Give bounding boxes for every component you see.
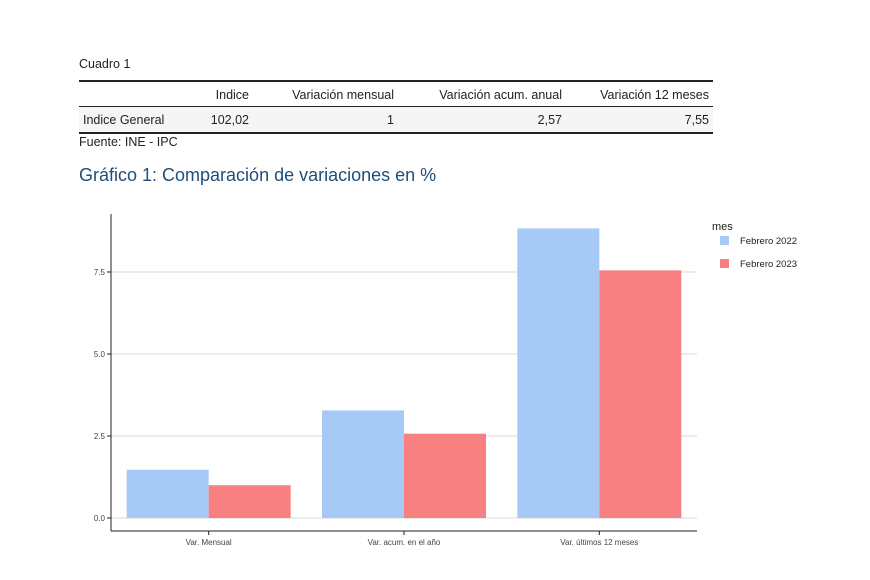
bar-febrero-2023 — [208, 485, 291, 518]
legend-swatch — [720, 259, 729, 268]
bar-febrero-2022 — [126, 469, 209, 518]
y-tick-label: 7.5 — [94, 268, 106, 277]
legend-label: Febrero 2023 — [740, 259, 797, 270]
y-tick-label: 2.5 — [94, 432, 106, 441]
cell-label: Indice General — [83, 112, 165, 127]
y-tick-label: 0.0 — [94, 514, 106, 523]
cell-variacion-12-meses: 7,55 — [684, 112, 709, 127]
bar-febrero-2023 — [404, 433, 486, 518]
header-variacion-mensual: Variación mensual — [292, 87, 394, 102]
bar-febrero-2023 — [599, 270, 682, 518]
legend-title: mes — [712, 221, 733, 233]
table-header-row: Indice Variación mensual Variación acum.… — [79, 81, 713, 107]
chart-title: Gráfico 1: Comparación de variaciones en… — [79, 165, 437, 185]
header-variacion-12-meses: Variación 12 meses — [600, 87, 709, 102]
legend-swatch — [720, 236, 729, 245]
legend-label: Febrero 2022 — [740, 236, 797, 247]
y-tick-label: 5.0 — [94, 350, 106, 359]
header-variacion-acum-anual: Variación acum. anual — [439, 87, 562, 102]
bar-febrero-2022 — [517, 228, 600, 518]
cell-variacion-mensual: 1 — [387, 112, 394, 127]
bar-febrero-2022 — [322, 410, 404, 518]
x-tick-label: Var. acum. en el año — [368, 538, 441, 547]
cell-variacion-acum-anual: 2,57 — [537, 112, 562, 127]
ipc-table: Indice Variación mensual Variación acum.… — [79, 80, 713, 134]
x-tick-label: Var. últimos 12 meses — [560, 538, 638, 547]
x-tick-label: Var. Mensual — [186, 538, 232, 547]
table-row: Indice General 102,02 1 2,57 7,55 — [79, 106, 713, 133]
table-caption: Cuadro 1 — [79, 57, 131, 71]
table-source: Fuente: INE - IPC — [79, 135, 178, 149]
header-indice: Indice — [215, 87, 249, 102]
cell-indice: 102,02 — [210, 112, 249, 127]
